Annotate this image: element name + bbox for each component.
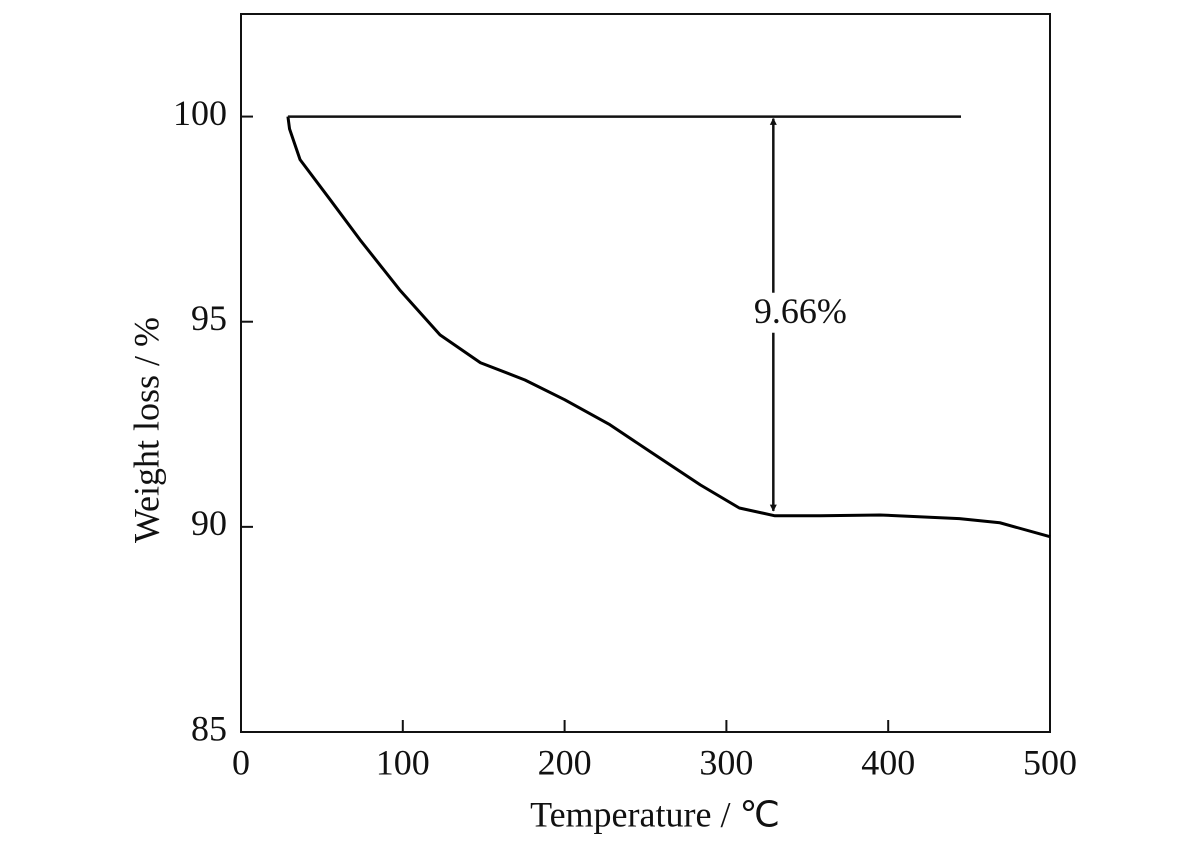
x-tick-label: 200 [538,742,592,782]
annotation-label-background [743,292,824,333]
x-tick-label: 300 [699,742,753,782]
y-axis-label: Weight loss / % [126,317,166,543]
x-tick-label: 100 [376,742,430,782]
x-tick-label: 400 [861,742,915,782]
data-line [286,116,1051,539]
y-tick-label: 90 [191,503,227,543]
x-tick-label: 0 [232,742,250,782]
annotation-label: 9.66% [754,291,847,331]
y-tick-label: 95 [191,298,227,338]
x-axis-label: Temperature / ℃ [530,794,780,834]
x-tick-label: 500 [1023,742,1077,782]
y-tick-label: 85 [191,708,227,748]
y-tick-label: 100 [173,93,227,133]
plot-frame [240,13,1051,733]
